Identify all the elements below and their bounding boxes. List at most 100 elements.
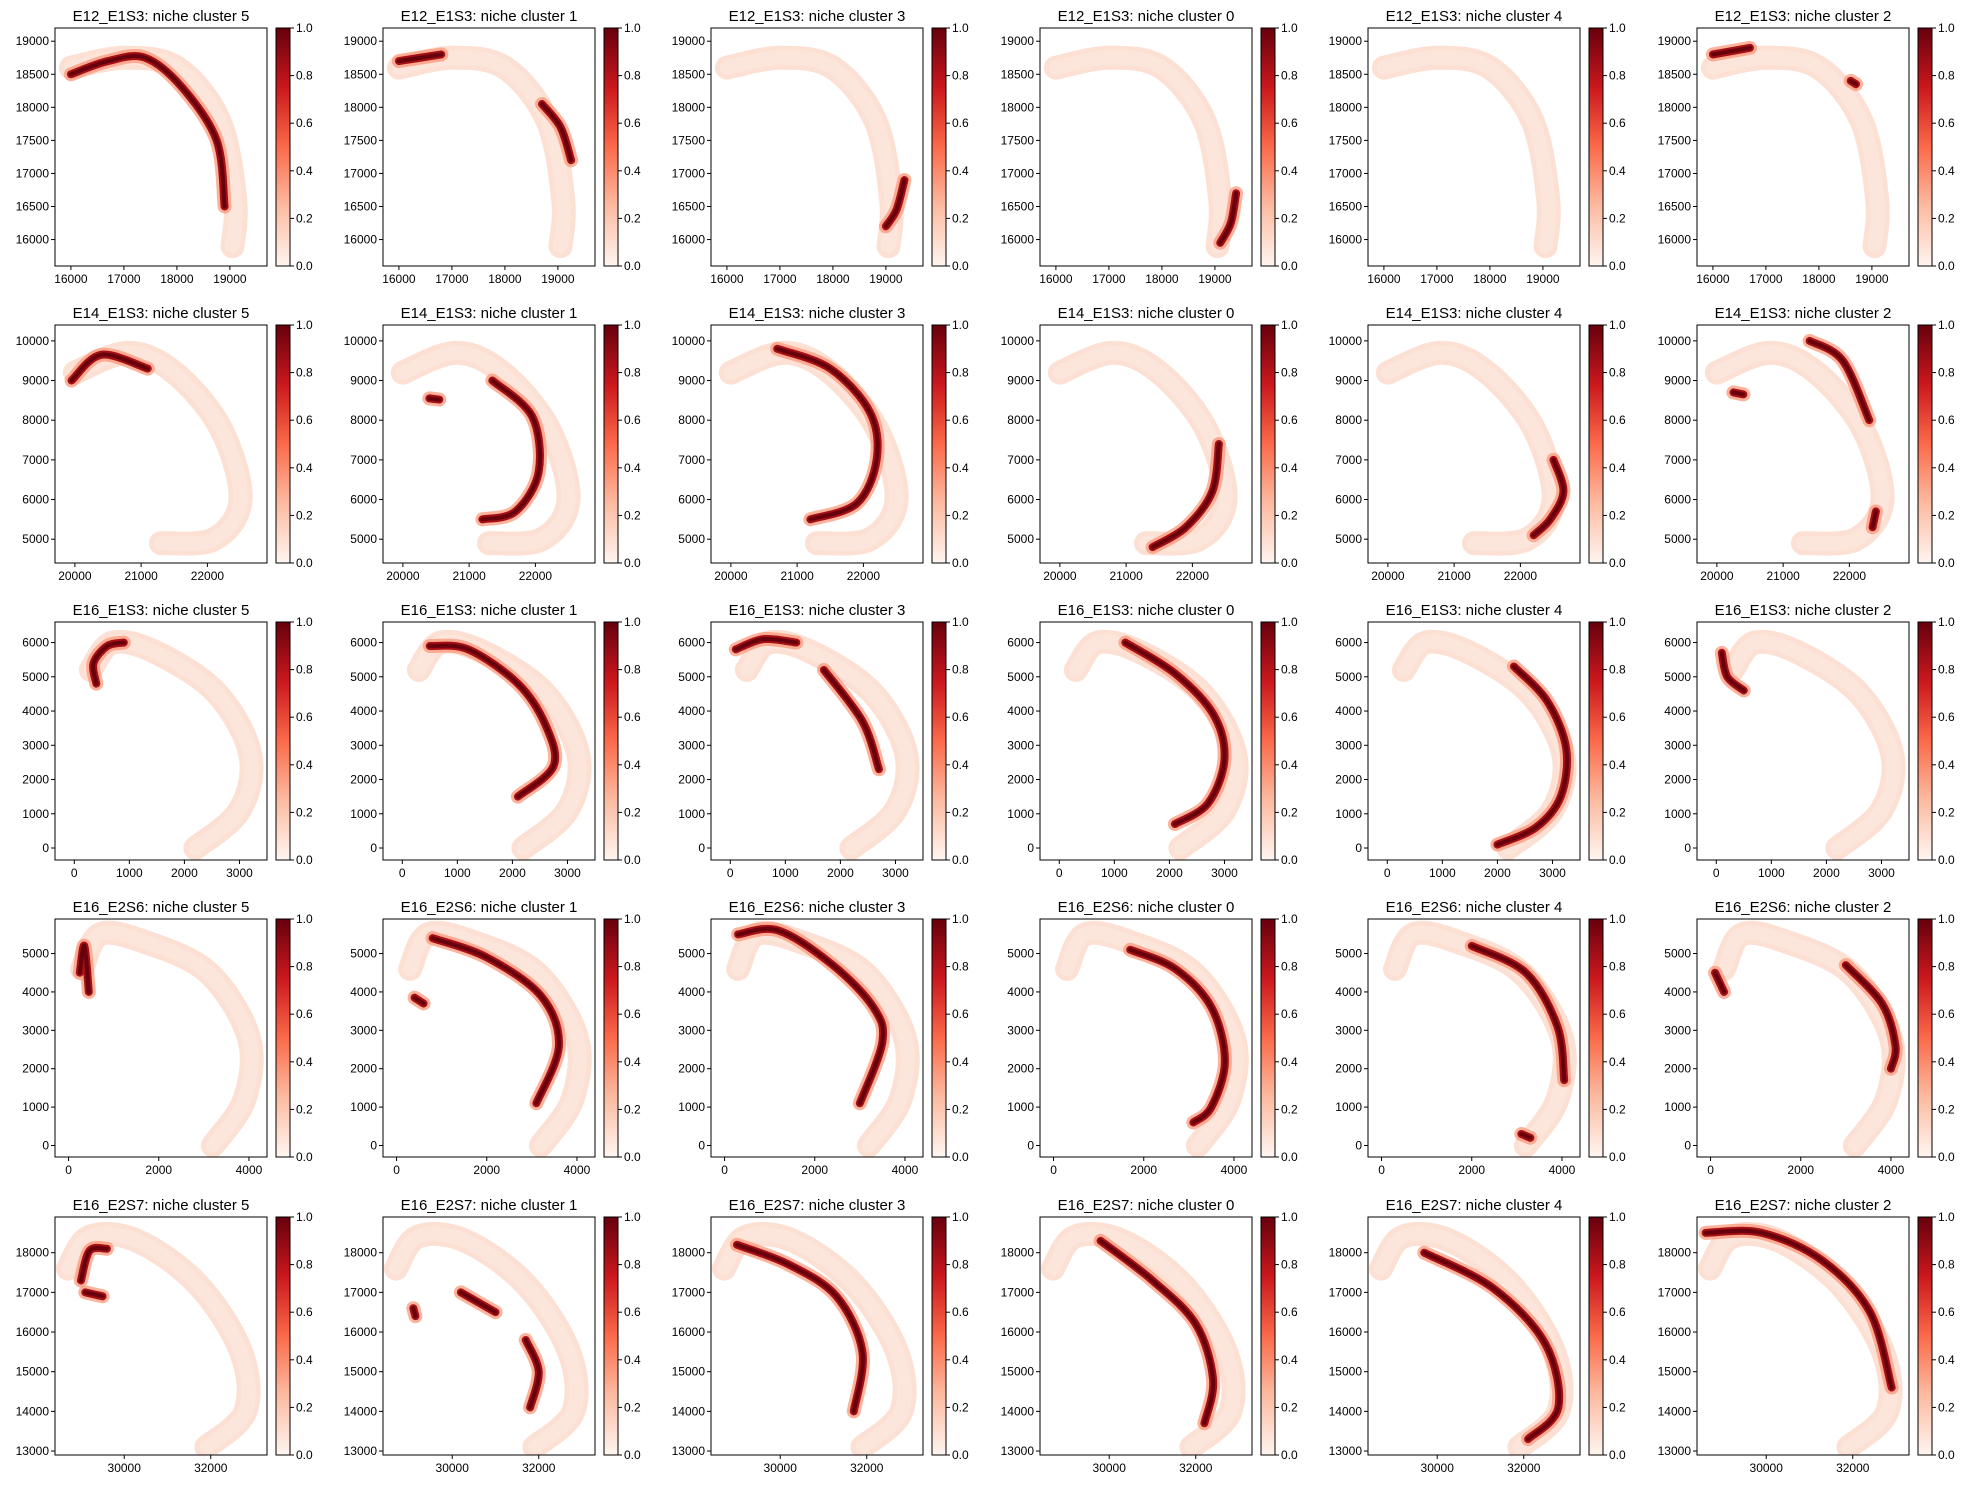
colorbar-tick-label: 0.4 xyxy=(1281,164,1298,178)
y-tick-label: 17000 xyxy=(1329,1285,1363,1299)
colorbar-tick-label: 0.4 xyxy=(1281,1353,1298,1367)
y-tick-label: 16500 xyxy=(344,200,378,214)
colorbar-tick-label: 0.2 xyxy=(1938,211,1955,225)
x-tick-label: 21000 xyxy=(124,569,158,583)
y-tick-label: 0 xyxy=(698,841,705,855)
tissue-core xyxy=(1060,925,1244,1153)
colorbar-tick-label: 1.0 xyxy=(1609,615,1626,629)
y-tick-label: 5000 xyxy=(350,947,377,961)
colorbar-tick-label: 0.8 xyxy=(296,1258,313,1272)
y-tick-label: 2000 xyxy=(1664,1062,1691,1076)
x-tick-label: 32000 xyxy=(1179,1461,1213,1475)
colorbar-tick-label: 0.6 xyxy=(952,710,969,724)
high-region-core xyxy=(1531,457,1566,538)
y-tick-label: 6000 xyxy=(1335,493,1362,507)
colorbar-tick-label: 0.6 xyxy=(624,1007,641,1021)
y-tick-label: 0 xyxy=(42,1138,49,1152)
colorbar-tick-label: 1.0 xyxy=(1609,318,1626,332)
colorbar xyxy=(1260,27,1276,267)
colorbar-tick-label: 1.0 xyxy=(1938,912,1955,926)
x-tick-label: 22000 xyxy=(519,569,553,583)
x-tick-label: 0 xyxy=(727,866,734,880)
colorbar-tick-label: 0.4 xyxy=(1938,1353,1955,1367)
axes-frame xyxy=(1696,27,1910,267)
colorbar-tick-label: 0.4 xyxy=(296,164,313,178)
tissue-band xyxy=(1371,45,1561,259)
colorbar-tick-label: 0.4 xyxy=(952,461,969,475)
colorbar-tick-label: 1.0 xyxy=(624,21,641,35)
colorbar-tick-label: 0.8 xyxy=(1609,663,1626,677)
high-region-halo xyxy=(422,638,563,804)
panel-title: E14_E1S3: niche cluster 3 xyxy=(729,305,906,322)
y-tick-label: 5000 xyxy=(1007,947,1034,961)
y-tick-label: 16500 xyxy=(16,200,50,214)
axes-frame xyxy=(382,918,596,1158)
y-tick-label: 18000 xyxy=(344,1246,378,1260)
plot-area xyxy=(1055,920,1249,1157)
x-tick-label: 4000 xyxy=(564,1163,591,1177)
y-tick-label: 19000 xyxy=(1658,34,1692,48)
y-tick-label: 6000 xyxy=(350,493,377,507)
x-tick-label: 0 xyxy=(71,866,78,880)
plot-area xyxy=(58,45,248,259)
x-tick-label: 19000 xyxy=(1526,272,1560,286)
axes-frame xyxy=(710,324,924,564)
colorbar-tick-label: 0.2 xyxy=(1281,1400,1298,1414)
y-tick-label: 2000 xyxy=(1007,773,1034,787)
axes-frame xyxy=(1039,324,1253,564)
y-tick-label: 8000 xyxy=(1007,413,1034,427)
colorbar-tick-label: 1.0 xyxy=(296,912,313,926)
x-tick-label: 18000 xyxy=(816,272,850,286)
panel-title: E16_E1S3: niche cluster 3 xyxy=(729,602,906,619)
y-tick-label: 10000 xyxy=(1329,334,1363,348)
y-tick-label: 1000 xyxy=(22,807,49,821)
x-tick-label: 16000 xyxy=(54,272,88,286)
y-tick-label: 16000 xyxy=(16,233,50,247)
high-region-core xyxy=(775,346,880,522)
x-tick-label: 0 xyxy=(1378,1163,1385,1177)
y-tick-label: 17000 xyxy=(344,1285,378,1299)
high-region-core xyxy=(1843,963,1898,1071)
x-tick-label: 18000 xyxy=(160,272,194,286)
x-tick-label: 0 xyxy=(1384,866,1391,880)
tissue-core xyxy=(1048,50,1228,254)
y-tick-label: 18000 xyxy=(344,100,378,114)
colorbar xyxy=(931,1216,947,1456)
panel-7: E14_E1S3: niche cluster 1 20000 21000 22000… xyxy=(344,305,641,583)
x-tick-label: 30000 xyxy=(1750,1461,1784,1475)
colorbar-tick-label: 0.6 xyxy=(1609,1305,1626,1319)
axes-frame xyxy=(54,324,268,564)
tissue-core xyxy=(75,925,259,1153)
y-tick-label: 0 xyxy=(1684,1138,1691,1152)
colorbar-tick-label: 0.0 xyxy=(296,259,313,273)
colorbar-tick-label: 0.6 xyxy=(1281,1007,1298,1021)
tissue-core xyxy=(719,50,899,254)
colorbar xyxy=(1260,324,1276,564)
colorbar-tick-label: 0.2 xyxy=(296,508,313,522)
tissue-band xyxy=(70,920,264,1157)
x-tick-label: 1000 xyxy=(1429,866,1456,880)
panel-title: E12_E1S3: niche cluster 5 xyxy=(73,8,250,25)
x-tick-label: 20000 xyxy=(58,569,92,583)
x-tick-label: 16000 xyxy=(1039,272,1073,286)
colorbar-tick-label: 0.2 xyxy=(1281,211,1298,225)
y-tick-label: 14000 xyxy=(1329,1404,1363,1418)
y-tick-label: 7000 xyxy=(22,453,49,467)
panel-title: E16_E2S7: niche cluster 4 xyxy=(1386,1197,1563,1214)
tissue-core xyxy=(1380,345,1561,551)
y-tick-label: 5000 xyxy=(1007,670,1034,684)
colorbar-tick-label: 0.4 xyxy=(296,758,313,772)
y-tick-label: 2000 xyxy=(678,773,705,787)
y-tick-label: 9000 xyxy=(1007,374,1034,388)
y-tick-label: 16500 xyxy=(1001,200,1035,214)
y-tick-label: 10000 xyxy=(1658,334,1692,348)
colorbar-tick-label: 0.8 xyxy=(1609,69,1626,83)
colorbar-tick-label: 0.0 xyxy=(624,853,641,867)
colorbar-tick-label: 0.2 xyxy=(624,805,641,819)
panel-title: E12_E1S3: niche cluster 1 xyxy=(401,8,578,25)
y-tick-label: 16000 xyxy=(672,233,706,247)
colorbar-tick-label: 0.2 xyxy=(952,211,969,225)
high-region-core xyxy=(427,396,442,402)
y-tick-label: 5000 xyxy=(1007,532,1034,546)
y-tick-label: 15000 xyxy=(16,1365,50,1379)
